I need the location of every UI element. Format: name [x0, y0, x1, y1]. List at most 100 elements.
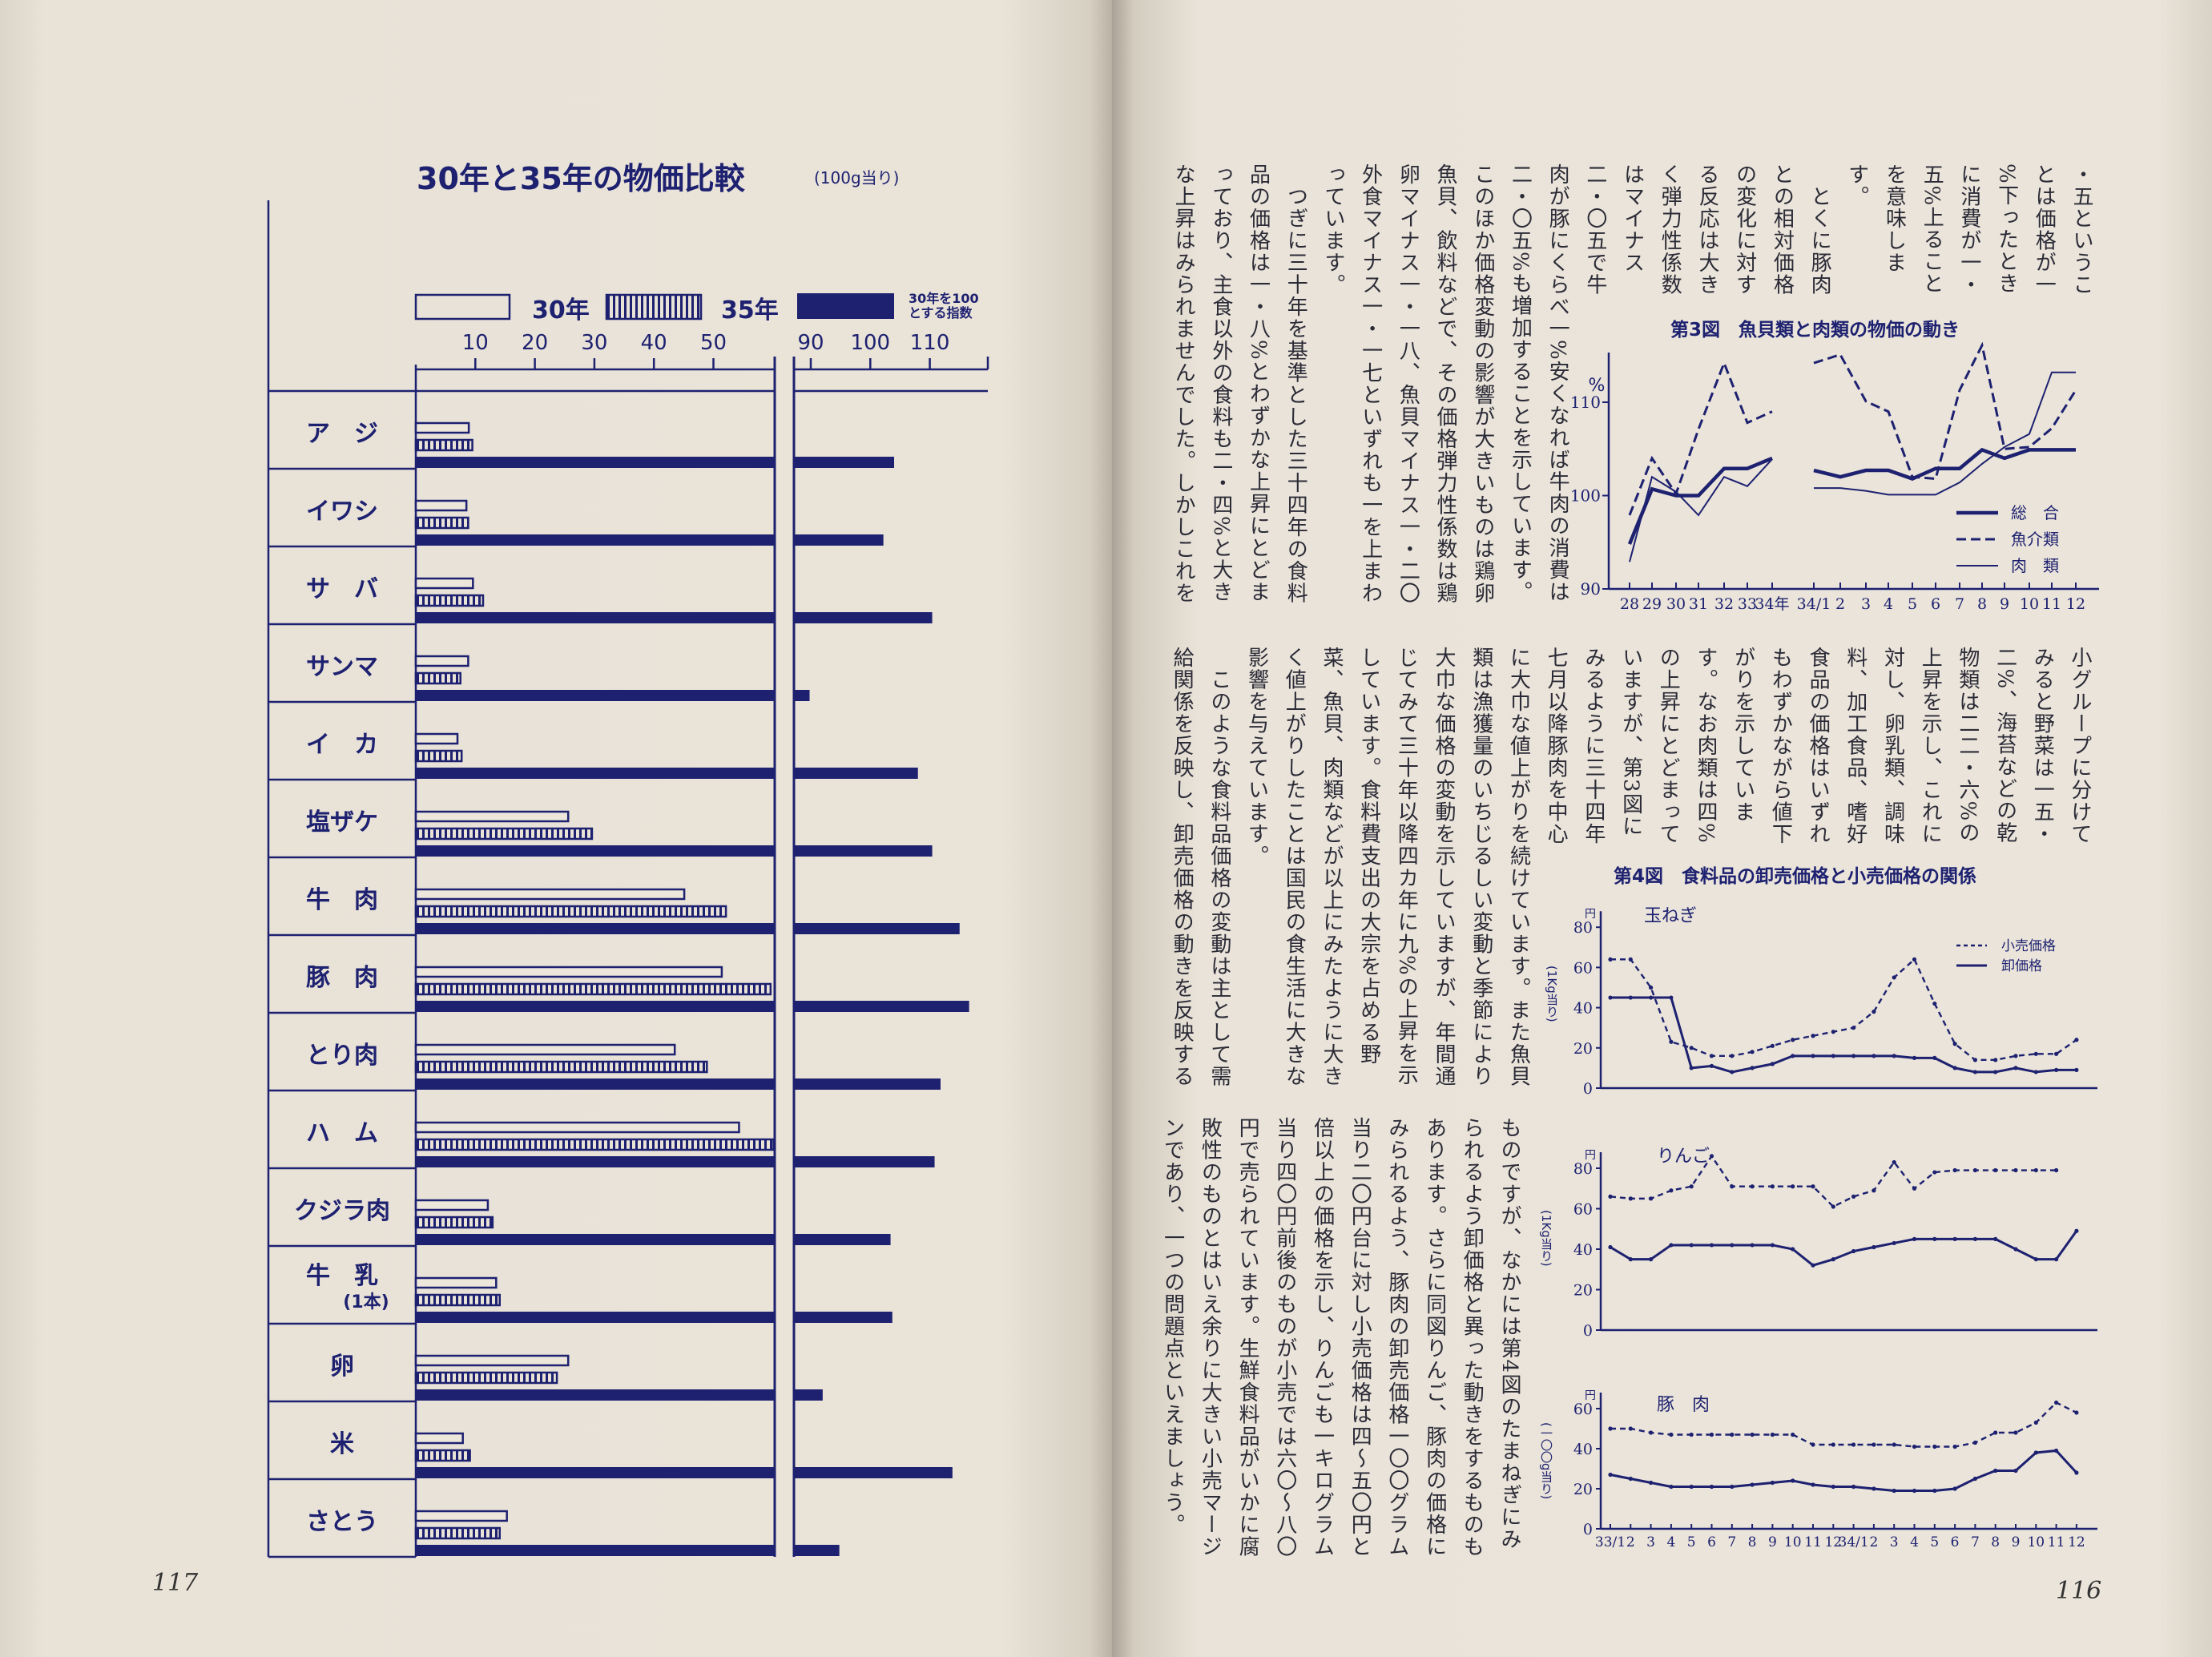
- fig3-x-tick-label: 4: [1884, 595, 1893, 613]
- fig3-series-line: [1628, 359, 1773, 516]
- fig4-panel-label: 豚 肉: [1657, 1395, 1710, 1415]
- fig4-y-tick-label: 80: [1573, 1160, 1593, 1178]
- bar-30: [414, 888, 686, 901]
- bar-index: [794, 690, 810, 701]
- bar-30: [414, 1354, 570, 1367]
- fig4-panel-label: 玉ねぎ: [1644, 906, 1697, 926]
- legend-swatch-35: [605, 293, 703, 321]
- fig4-data-point: [2054, 1167, 2059, 1173]
- category-label: 牛 肉: [306, 886, 378, 914]
- bar-30: [414, 1432, 464, 1445]
- fig3-legend-label: 総 合: [2011, 503, 2059, 522]
- price-tick-label: 10: [462, 331, 489, 355]
- text-column: みるように三十四年: [1581, 647, 1606, 845]
- fig4-x-tick-label: 8: [1991, 1534, 2000, 1550]
- fig4-x-tick-label: 8: [1748, 1534, 1757, 1550]
- text-block: ・五というこ とは価格が一 %下ったとき に消費が一・ 五%上ること を意味しま す。 とく…: [1165, 163, 2101, 612]
- fig4-x-tick-label: 2: [1869, 1534, 1878, 1550]
- fig4-legend-label: 卸価格: [2001, 958, 2042, 974]
- fig4-wholesale-line: [1610, 1230, 2078, 1267]
- text-column: 倍以上の価格を示し、りんごも一キログラム: [1310, 1117, 1335, 1558]
- bar-35: [414, 749, 463, 763]
- text-block: 小グループに分けて みると野菜は一五・ 二%、海苔などの乾 物類は二二・六%の 上昇を示…: [1163, 647, 2099, 1095]
- text-column: 品の価格は一・八%とわずかな上昇にとどま: [1246, 163, 1271, 603]
- bar-index-base: [416, 845, 775, 857]
- category-label: ア ジ: [306, 420, 378, 448]
- legend-index-label: 30年を100 とする指数: [909, 292, 979, 321]
- bar-35: [414, 982, 772, 996]
- fig4-x-tick-label: 7: [1727, 1534, 1736, 1550]
- text-column: じてみて三十年以降四カ年に九%の上昇を示: [1394, 647, 1419, 1087]
- bar-index-base: [416, 534, 775, 546]
- bar-index-base: [416, 1001, 775, 1012]
- figure3-title: 第3図 魚貝類と肉類の物価の動き: [1670, 320, 1960, 341]
- fig4-x-tick-label: 5: [1930, 1534, 1939, 1550]
- index-tick-label: 90: [797, 331, 824, 355]
- fig4-x-tick-label: 9: [1768, 1534, 1777, 1550]
- fig3-legend-label: 肉 類: [2011, 556, 2059, 575]
- bar-index: [794, 1001, 969, 1012]
- fig4-data-point: [1811, 1184, 1815, 1189]
- fig4-wholesale-line: [1610, 1449, 2078, 1492]
- bar-35: [414, 1449, 471, 1462]
- fig4-retail-line: [1610, 958, 2077, 1062]
- price-tick-label: 50: [700, 331, 727, 355]
- fig4-y-tick-label: 0: [1583, 1521, 1593, 1538]
- text-column: 当り四〇円前後のものが小売では六〇〜八〇: [1272, 1117, 1297, 1558]
- text-column: ものですが、なかには第4図のたまねぎにみ: [1497, 1117, 1521, 1550]
- fig4-y-tick-label: 40: [1573, 1441, 1593, 1458]
- text-column: つぎに三十年を基準とした三十四年の食料: [1283, 163, 1308, 605]
- bar-index: [794, 534, 884, 546]
- fig3-x-tick-label: 28: [1620, 595, 1639, 613]
- fig3-x-tick-label: 30: [1666, 595, 1686, 613]
- text-column: 二・〇五で牛: [1582, 163, 1607, 296]
- fig3-y-tick-label: 100: [1570, 486, 1601, 506]
- category-label: イワシ: [306, 498, 378, 526]
- category-label: 米: [330, 1430, 354, 1458]
- category-label: 豚 肉: [306, 964, 378, 992]
- fig3-y-tick-label: 110: [1570, 393, 1601, 412]
- bar-30: [414, 732, 459, 745]
- text-column: 肉が豚にくらべ一%安くなれば牛肉の消費は: [1545, 163, 1570, 603]
- text-column: 魚貝、飲料などで、その価格弾力性係数は鶏: [1433, 163, 1458, 604]
- text-column: このほか価格変動の影響が大きいものは鶏卵: [1470, 163, 1495, 604]
- text-column: 給関係を反映し、卸売価格の動きを反映する: [1170, 647, 1195, 1087]
- fig4-data-point: [1750, 1432, 1755, 1437]
- fig3-y-unit: %: [1589, 376, 1606, 396]
- fig3-x-tick-label: 10: [2020, 595, 2039, 613]
- fig4-data-point: [1892, 1159, 1896, 1165]
- bar-35: [414, 1526, 502, 1540]
- text-column: はマイナス: [1620, 163, 1645, 274]
- fig3-x-tick-label: 11: [2042, 595, 2061, 613]
- price-tick-label: 20: [522, 331, 548, 355]
- text-column: 類は漁獲量のいちじるしい変動と季節により: [1469, 647, 1493, 1087]
- fig4-y-tick-label: 80: [1573, 919, 1593, 937]
- text-column: とは価格が一: [2032, 163, 2057, 296]
- fig4-x-tick-label: 3: [1646, 1534, 1655, 1550]
- bar-30: [414, 810, 570, 823]
- figure4-line-charts: 玉ねぎ円020406080(1Kg当り)りんご円020406080(1Kg当り)…: [1539, 906, 2097, 1550]
- fig4-data-point: [1669, 1039, 1674, 1044]
- fig4-y-tick-label: 40: [1573, 1241, 1593, 1259]
- text-column: 卵マイナス一・一八、魚貝マイナス一・二〇: [1396, 163, 1420, 604]
- bar-30: [414, 577, 474, 590]
- text-column: しています。食料費支出の大宗を占める野: [1356, 647, 1381, 1066]
- fig4-data-point: [1912, 1444, 1917, 1449]
- fig4-data-point: [1872, 1442, 1876, 1447]
- bar-35: [414, 1371, 558, 1385]
- text-block: ものですが、なかには第4図のたまねぎにみ られるよう卸価格と異った動きをするものも…: [1154, 1117, 1528, 1566]
- fig3-x-tick-label: 6: [1931, 595, 1940, 613]
- bar-35: [414, 905, 727, 918]
- text-column: っており、主食以外の食料も二・四%と大き: [1208, 163, 1233, 603]
- bar-30: [414, 421, 470, 434]
- bar-35: [414, 1293, 502, 1307]
- fig3-x-tick-label: 5: [1908, 595, 1917, 613]
- figure4-title: 第4図 食料品の卸売価格と小売価格の関係: [1614, 866, 1977, 887]
- bar-35: [414, 1216, 494, 1229]
- fig4-y-unit: 円: [1585, 908, 1596, 921]
- text-column: っています。: [1320, 163, 1345, 296]
- text-column: す。なお肉類は四%: [1693, 647, 1718, 845]
- fig4-x-tick-label: 6: [1707, 1534, 1716, 1550]
- fig3-x-tick-label: 3: [1861, 595, 1871, 613]
